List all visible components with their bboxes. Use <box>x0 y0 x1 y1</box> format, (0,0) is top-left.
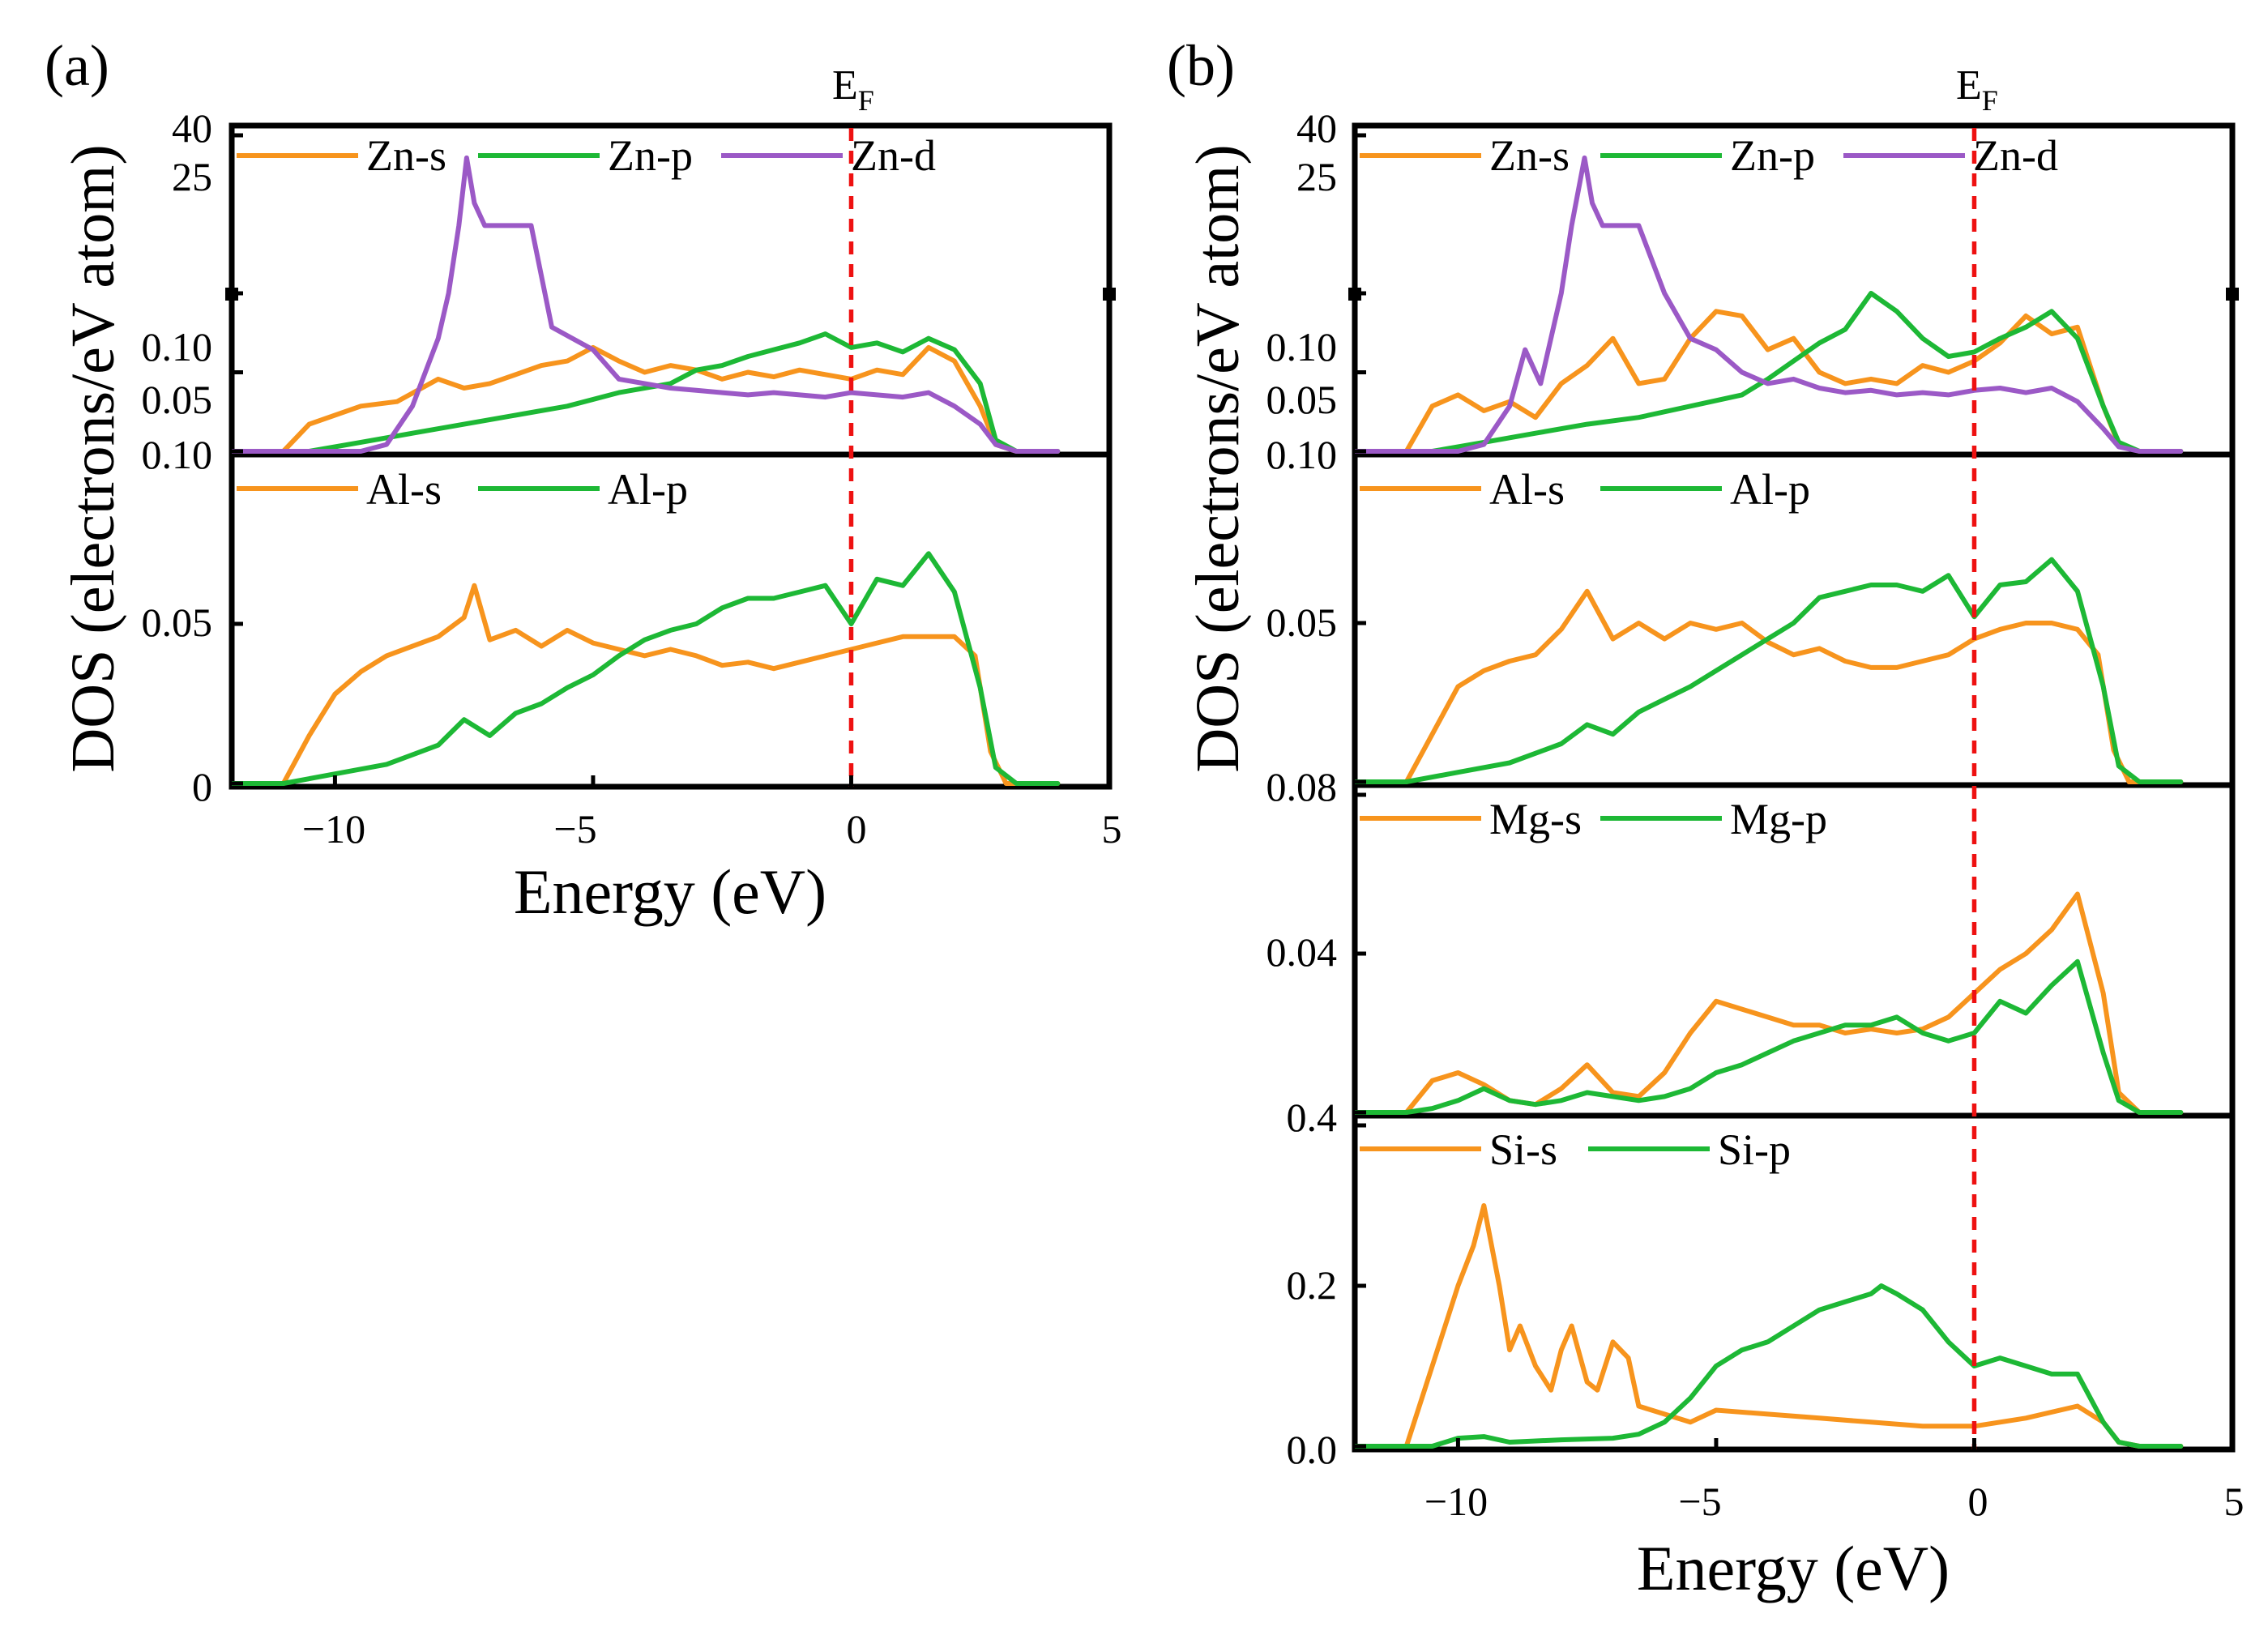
legend-label-al-p: Al-p <box>1730 465 1810 514</box>
series-si-p-line <box>1355 1283 2184 1449</box>
legend-label-mg-s: Mg-s <box>1489 795 1582 843</box>
series-zn-p-line <box>232 331 1061 454</box>
legend-label-zn-p: Zn-p <box>1730 131 1815 180</box>
panel-b-axis-break-right <box>2226 288 2239 301</box>
panel-a-zn-ytick-bottom: 0.10 <box>142 432 213 477</box>
axis-tick-marks <box>232 133 2235 1449</box>
panel-b-zn-ytick-top: 40 <box>1296 105 1337 151</box>
panel-a-xtick-5: 5 <box>1102 806 1122 852</box>
panel-b-si-legend: Si-s Si-p <box>1360 1125 1791 1174</box>
panel-a-al-ytick-0: 0 <box>192 764 212 809</box>
panel-a-al-legend: Al-s Al-p <box>237 465 688 514</box>
legend-label-si-p: Si-p <box>1718 1125 1791 1174</box>
panel-a-series-layer <box>232 155 1061 786</box>
panel-a-x-axis-label: Energy (eV) <box>514 856 826 927</box>
panel-a-xtick--5: −5 <box>553 806 596 852</box>
panel-a-zn-ytick-005: 0.05 <box>142 377 213 422</box>
panel-b-xtick-0: 0 <box>1968 1479 1988 1524</box>
series-al-s-line <box>1355 588 2184 784</box>
series-zn-s-line <box>232 344 1061 454</box>
series-al-p-line <box>232 551 1061 786</box>
panel-b-si-frame <box>1352 1112 2236 1453</box>
legend-label-zn-s: Zn-s <box>1489 131 1570 180</box>
panel-b-y-axis-label: DOS (electrons/eV atom) <box>1184 144 1252 772</box>
panel-b-zn-ytick-010: 0.10 <box>1266 324 1338 369</box>
panel-b-mg-legend: Mg-s Mg-p <box>1360 795 1827 843</box>
panel-b-xtick-5: 5 <box>2224 1479 2245 1524</box>
panel-a-y-axis-label: DOS (electrons/eV atom) <box>59 144 127 772</box>
legend-label-al-s: Al-s <box>366 465 442 514</box>
panel-b-xtick--5: −5 <box>1678 1479 1721 1524</box>
panel-b: (b) DOS (electrons/eV atom) Energy (eV) … <box>1167 33 2245 1603</box>
legend-label-si-s: Si-s <box>1489 1125 1557 1174</box>
series-al-p-line <box>1355 557 2184 784</box>
panel-a-al-ytick-005: 0.05 <box>142 600 213 645</box>
legend-label-zn-p: Zn-p <box>608 131 693 180</box>
panel-a-axis-break-right <box>1103 288 1116 301</box>
legend-label-zn-d: Zn-d <box>1973 131 2058 180</box>
panel-b-zn-legend: Zn-s Zn-p Zn-d <box>1360 131 2058 180</box>
panel-a: (a) DOS (electrons/eV atom) Energy (eV) … <box>45 33 1122 927</box>
series-mg-p-line <box>1355 958 2184 1115</box>
series-zn-s-line <box>1355 309 2184 454</box>
series-al-s-line <box>232 583 1061 786</box>
series-zn-d-line <box>232 155 1061 454</box>
panel-b-x-axis-label: Energy (eV) <box>1637 1533 1950 1603</box>
panel-b-zn-ytick-bottom: 0.10 <box>1266 432 1338 477</box>
panel-b-zn-ytick-25: 25 <box>1296 154 1337 199</box>
legend-label-al-p: Al-p <box>608 465 688 514</box>
panel-b-al-ytick-bottom: 0.08 <box>1266 764 1338 809</box>
panel-b-al-ytick-005: 0.05 <box>1266 600 1338 645</box>
legend-label-al-s: Al-s <box>1489 465 1565 514</box>
panel-a-zn-ytick-top: 40 <box>172 105 212 151</box>
series-zn-d-line <box>1355 155 2184 454</box>
panel-b-zn-ytick-005: 0.05 <box>1266 377 1338 422</box>
panel-b-si-ytick-02: 0.2 <box>1287 1262 1338 1308</box>
series-si-s-line <box>1355 1203 2184 1449</box>
panel-a-fermi-label: EF <box>832 62 874 117</box>
panel-a-zn-legend: Zn-s Zn-p Zn-d <box>237 131 936 180</box>
series-zn-p-line <box>1355 291 2184 454</box>
legend-label-zn-s: Zn-s <box>366 131 446 180</box>
panel-b-letter: (b) <box>1167 33 1235 98</box>
panel-a-zn-ytick-25: 25 <box>172 154 212 199</box>
legend-label-zn-d: Zn-d <box>851 131 936 180</box>
series-mg-s-line <box>1355 891 2184 1115</box>
panel-a-zn-ytick-010: 0.10 <box>142 324 213 369</box>
panel-a-xtick--10: −10 <box>302 806 365 852</box>
panel-b-series-layer <box>1355 155 2184 1449</box>
panel-b-si-ytick-0: 0.0 <box>1287 1427 1338 1472</box>
panel-b-al-legend: Al-s Al-p <box>1360 465 1810 514</box>
panel-a-letter: (a) <box>45 33 109 98</box>
panel-a-xtick-0: 0 <box>847 806 867 852</box>
panel-a-al-frame <box>229 451 1113 790</box>
panel-b-xtick--10: −10 <box>1424 1479 1488 1524</box>
legend-label-mg-p: Mg-p <box>1730 795 1827 843</box>
panel-b-fermi-label: EF <box>1956 62 1998 117</box>
panel-b-mg-ytick-bottom: 0.4 <box>1287 1095 1338 1140</box>
panel-b-mg-ytick-004: 0.04 <box>1266 929 1338 975</box>
